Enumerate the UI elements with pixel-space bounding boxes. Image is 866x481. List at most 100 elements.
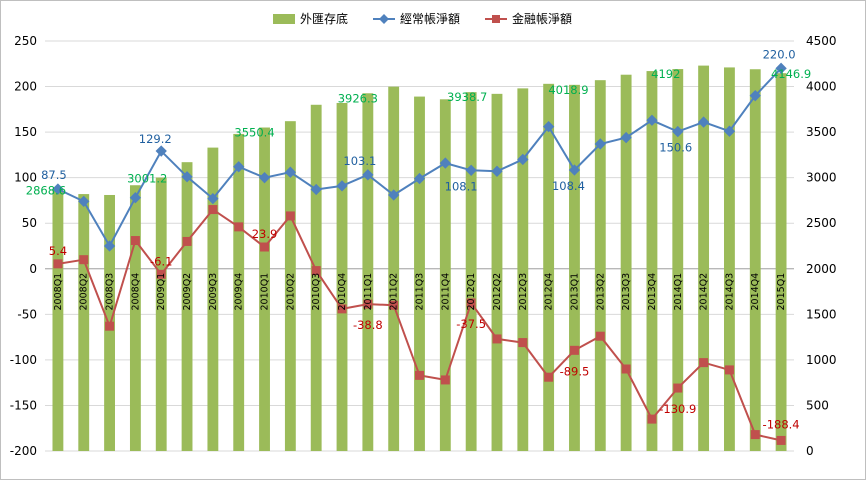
point-marker [336, 180, 348, 192]
x-tick-label: 2012Q2 [492, 273, 503, 311]
right-tick-label: 3500 [806, 125, 837, 139]
point-marker [724, 365, 734, 375]
point-marker [621, 364, 631, 374]
data-label: 108.4 [552, 179, 585, 193]
right-tick-label: 3000 [806, 171, 837, 185]
x-tick-label: 2008Q4 [130, 273, 141, 311]
bar [698, 65, 710, 451]
point-marker [363, 299, 373, 309]
x-tick-label: 2015Q1 [776, 273, 787, 311]
bar [310, 104, 322, 452]
data-labels: 2868.6 3001.2 3550.4 3926.3 3938.7 4018.9 4192… [26, 47, 811, 431]
point-marker [750, 430, 760, 440]
x-tick-label: 2013Q1 [569, 273, 580, 311]
right-tick-label: 2000 [806, 262, 837, 276]
point-marker [518, 338, 528, 348]
x-tick-label: 2013Q3 [621, 273, 632, 311]
x-tick-label: 2011Q3 [415, 273, 426, 311]
point-marker [647, 414, 657, 424]
data-label: 2868.6 [26, 184, 66, 198]
point-marker [156, 269, 166, 279]
left-tick-label: -100 [10, 353, 37, 367]
point-marker [181, 171, 193, 183]
bar [362, 93, 374, 451]
right-axis-ticks: 0 500 1000 1500 2000 2500 3000 3500 4000 4500 [806, 34, 837, 458]
legend-marker [492, 15, 500, 23]
point-marker [260, 242, 270, 252]
point-marker [310, 183, 322, 196]
bar [414, 96, 425, 452]
x-tick-label: 2013Q2 [595, 273, 606, 311]
bar [646, 71, 658, 452]
point-marker [595, 331, 605, 341]
left-tick-label: 200 [14, 80, 37, 94]
right-tick-label: 4000 [806, 80, 837, 94]
left-tick-label: -50 [17, 307, 37, 321]
point-marker [389, 300, 399, 310]
x-tick-label: 2010Q2 [285, 273, 296, 311]
point-marker [258, 172, 271, 184]
x-tick-label: 2010Q4 [337, 273, 348, 311]
x-tick-label: 2011Q2 [389, 273, 400, 311]
data-label: -89.5 [560, 364, 590, 378]
bar [78, 194, 90, 452]
data-label: 103.1 [343, 154, 376, 168]
x-tick-label: 2010Q1 [260, 273, 271, 311]
x-tick-label: 2010Q3 [311, 273, 322, 311]
point-marker [130, 236, 140, 246]
bar [129, 185, 141, 451]
bar [517, 88, 529, 451]
left-tick-label: -200 [10, 444, 37, 458]
x-tick-label: 2014Q2 [699, 273, 710, 311]
bar [543, 83, 555, 452]
bar [491, 93, 503, 451]
x-tick-label: 2013Q4 [647, 273, 658, 311]
line-series [52, 62, 787, 445]
point-marker [440, 375, 450, 385]
point-marker [388, 189, 400, 201]
data-label: 4192 [651, 67, 680, 81]
x-tick-label: 2014Q3 [724, 273, 735, 311]
point-marker [284, 166, 297, 178]
x-axis-ticks: 2008Q1 2008Q2 2008Q3 2008Q4 2009Q1 2009Q2 2009… [53, 273, 787, 311]
bar [775, 73, 787, 452]
x-tick-label: 2009Q3 [208, 273, 219, 311]
bar [465, 92, 477, 452]
data-label: -130.9 [659, 402, 696, 416]
x-tick-label: 2014Q4 [750, 273, 761, 311]
point-marker [620, 131, 632, 144]
point-marker [776, 435, 786, 445]
data-label: 4146.9 [771, 67, 811, 81]
right-tick-label: 1000 [806, 353, 837, 367]
bar [52, 189, 64, 451]
legend-label: 金融帳淨額 [512, 11, 572, 26]
data-label: -188.4 [763, 417, 800, 431]
x-tick-label: 2014Q1 [673, 273, 684, 311]
left-tick-label: 150 [14, 125, 37, 139]
point-marker [699, 358, 709, 368]
point-marker [465, 164, 477, 176]
legend-label: 外匯存底 [300, 11, 348, 26]
data-label: 129.2 [139, 132, 172, 146]
bar [724, 67, 735, 451]
legend-marker [379, 14, 389, 24]
point-marker [569, 345, 579, 355]
x-tick-label: 2009Q1 [156, 273, 167, 311]
data-label: 108.1 [445, 179, 478, 193]
point-marker [439, 157, 451, 169]
left-tick-label: 50 [22, 216, 37, 230]
bar [672, 69, 684, 451]
bar [155, 177, 167, 452]
legend-label: 經常帳淨額 [400, 12, 460, 26]
x-tick-label: 2009Q4 [234, 273, 245, 311]
point-marker [544, 372, 554, 382]
point-marker [234, 222, 244, 232]
point-marker [673, 383, 683, 393]
point-marker [208, 205, 218, 215]
x-tick-label: 2012Q4 [544, 273, 555, 311]
data-label: 4018.9 [548, 83, 588, 97]
left-axis-ticks: -200 -150 -100 -50 0 50 100 150 200 250 [10, 34, 37, 458]
point-marker [285, 211, 295, 221]
